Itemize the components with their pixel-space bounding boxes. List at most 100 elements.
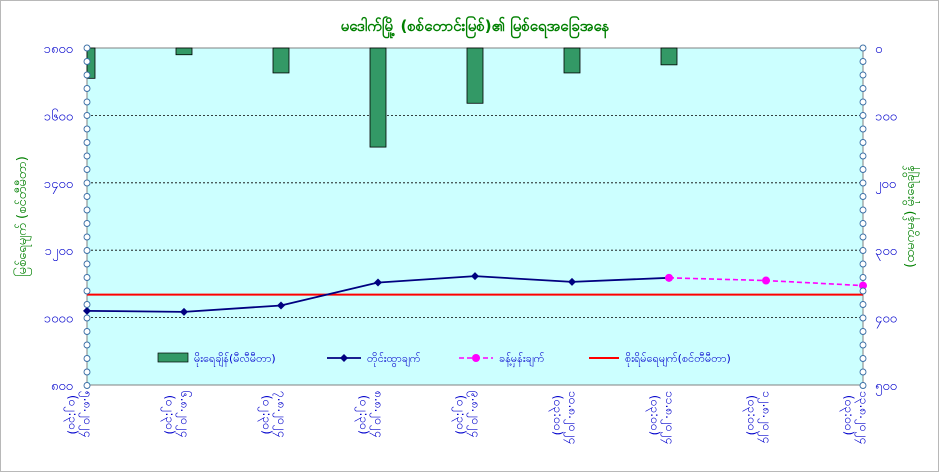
x-tick-label-time: (၀၃:၀၀) [645, 395, 662, 435]
chart-title: မဒေါက်မြို့ (စစ်တောင်းမြစ်)၏ မြစ်ရေအခြေအ… [341, 15, 610, 39]
axis-handle-right[interactable] [859, 260, 867, 268]
x-tick-label-time: (၀၃:၀၀) [839, 395, 856, 435]
axis-handle-right[interactable] [859, 341, 867, 349]
forecast-point[interactable] [665, 273, 673, 282]
axis-handle-right[interactable] [859, 287, 867, 295]
x-tick-label-time: (၀၃:၀၀) [548, 395, 565, 435]
y-left-tick-label: ၁၂၀၀ [45, 244, 73, 261]
axis-handle-left[interactable] [83, 355, 91, 362]
legend-label-measured: တိုင်းထွာချက် [367, 352, 421, 367]
axis-handle-left[interactable] [83, 368, 91, 376]
axis-handle-right[interactable] [859, 206, 867, 214]
axis-handle-right[interactable] [859, 179, 867, 187]
rainfall-bar[interactable] [175, 47, 193, 56]
forecast-point[interactable] [859, 281, 867, 290]
axis-handle-right[interactable] [859, 382, 867, 389]
rainfall-bar[interactable] [563, 47, 581, 74]
axis-handle-right[interactable] [859, 355, 867, 362]
axis-handle-left[interactable] [83, 85, 91, 92]
axis-handle-left[interactable] [83, 139, 91, 146]
x-tick-label: ၁၁.၈.၂၀၂၄ [660, 391, 677, 444]
axis-handle-left[interactable] [83, 166, 91, 173]
y-right-tick-label: ၄၀၀ [875, 312, 897, 329]
axis-handle-left[interactable] [83, 314, 91, 322]
y-left-tick-label: ၁၀၀၀ [44, 312, 73, 327]
measured-point[interactable] [180, 307, 188, 316]
y-right-axis-title: (ထမကွမန်) မိုးရေချိန် [902, 165, 920, 268]
axis-handle-right[interactable] [859, 166, 867, 173]
legend-marker-forecast [472, 354, 480, 362]
axis-handle-right[interactable] [859, 85, 867, 92]
rainfall-bar[interactable] [660, 47, 678, 66]
y-right-tick-label: ၂၀၀ [875, 177, 896, 194]
axis-handle-left[interactable] [83, 98, 91, 106]
axis-handle-right[interactable] [859, 301, 867, 308]
axis-handle-right[interactable] [859, 233, 867, 241]
axis-handle-right[interactable] [859, 98, 867, 106]
y-right-tick-label: ၀ [875, 42, 882, 57]
axis-handle-right[interactable] [859, 152, 867, 160]
axis-handle-left[interactable] [83, 152, 91, 160]
y-right-tick-label: ၃၀၀ [875, 244, 897, 261]
axis-handle-right[interactable] [859, 193, 867, 200]
axis-handle-left[interactable] [83, 260, 91, 268]
x-tick-label: ၉.၈.၂၀၂၄ [466, 391, 483, 438]
axis-handle-right[interactable] [859, 58, 867, 65]
x-tick-label-time: (၀၂:၃၀) [451, 395, 468, 435]
axis-handle-left[interactable] [83, 44, 91, 52]
axis-handle-left[interactable] [83, 206, 91, 214]
legend-label-forecast: ခန့်မှန်းချက် [499, 352, 545, 367]
axis-handle-right[interactable] [859, 44, 867, 52]
rainfall-bar[interactable] [272, 47, 290, 74]
y-left-tick-label: ၁၄၀၀ [44, 177, 73, 194]
axis-handle-left[interactable] [83, 71, 91, 79]
axis-handle-right[interactable] [859, 220, 867, 227]
rainfall-bar[interactable] [466, 47, 484, 104]
legend-swatch-rainfall [157, 352, 189, 363]
axis-handle-right[interactable] [859, 368, 867, 376]
forecast-point[interactable] [762, 276, 770, 285]
x-tick-label-time: (၀၂:၃၀) [160, 395, 177, 435]
y-left-axis-title: မြစ်ရေမျက် (စင်တီမီတာ) [13, 156, 32, 277]
x-tick-label: ၁၂.၈.၂၀၂၄ [757, 391, 774, 443]
x-tick-label-time: (၀၂:၃၀) [354, 395, 371, 435]
measured-point[interactable] [374, 278, 382, 287]
axis-handle-left[interactable] [83, 179, 91, 187]
legend-marker-measured [340, 354, 348, 362]
plot-area [86, 47, 864, 386]
axis-handle-left[interactable] [83, 220, 91, 227]
axis-handle-left[interactable] [83, 125, 91, 133]
axis-handle-right[interactable] [859, 71, 867, 79]
axis-handle-right[interactable] [859, 139, 867, 146]
axis-handle-left[interactable] [83, 328, 91, 335]
axis-handle-left[interactable] [83, 233, 91, 241]
x-tick-label: ၁၃.၈.၂၀၂၄ [854, 391, 871, 444]
axis-handle-left[interactable] [83, 341, 91, 349]
axis-handle-left[interactable] [83, 274, 91, 281]
x-tick-label-time: (၀၃:၀၀) [742, 395, 759, 435]
x-tick-label: ၁၀.၈.၂၀၂၄ [563, 391, 580, 444]
measured-point[interactable] [83, 306, 91, 315]
legend-label-rainfall: မိုးရေချိန်(မီလီမီတာ) [194, 352, 276, 367]
axis-handle-left[interactable] [83, 301, 91, 308]
rainfall-bar[interactable] [369, 47, 387, 148]
axis-handle-left[interactable] [83, 247, 91, 254]
axis-handle-right[interactable] [859, 328, 867, 335]
legend-label-warning: စိုးရိမ်ရေမျက်(စင်တီမီတာ) [625, 352, 731, 367]
axis-handle-left[interactable] [83, 193, 91, 200]
measured-point[interactable] [568, 277, 576, 286]
axis-handle-left[interactable] [83, 382, 91, 389]
axis-handle-right[interactable] [859, 314, 867, 322]
axis-handle-left[interactable] [83, 287, 91, 295]
axis-handle-right[interactable] [859, 125, 867, 133]
measured-point[interactable] [277, 301, 285, 310]
x-tick-label: ၈.၈.၂၀၂၄ [369, 391, 386, 438]
measured-point[interactable] [471, 272, 479, 281]
axis-handle-left[interactable] [83, 58, 91, 65]
axis-handle-right[interactable] [859, 112, 867, 119]
axis-handle-right[interactable] [859, 274, 867, 281]
axis-handle-left[interactable] [83, 112, 91, 119]
axis-handle-right[interactable] [859, 247, 867, 254]
